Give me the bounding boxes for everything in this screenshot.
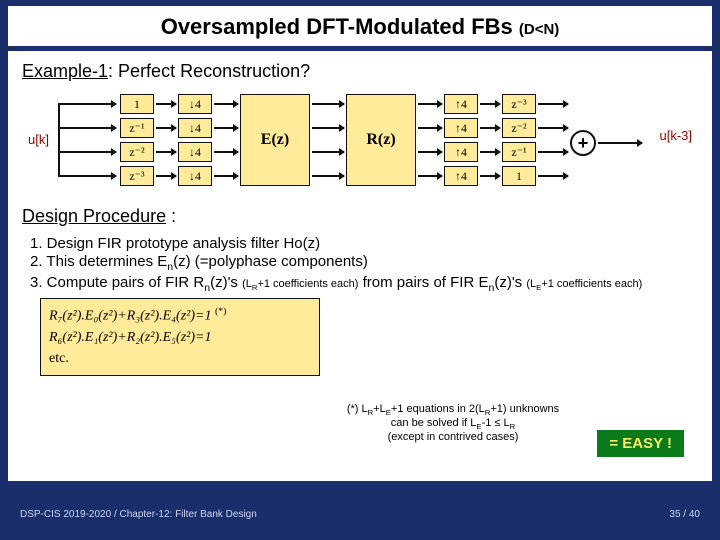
eq-line1: R₇(z²).E₀(z²)+R₃(z²).E₄(z²)=1 (*) [49, 305, 311, 327]
wire [598, 142, 642, 144]
down-block: ↓4 [178, 118, 212, 138]
down-block: ↓4 [178, 166, 212, 186]
wire [60, 127, 116, 129]
wire [312, 127, 344, 129]
example-prefix: Example-1 [22, 61, 108, 81]
design-heading: Design Procedure : [22, 206, 698, 227]
steps-list: 1. Design FIR prototype analysis filter … [30, 235, 698, 294]
wire [312, 175, 344, 177]
wire [418, 103, 442, 105]
page-number: 35 / 40 [669, 509, 700, 520]
E-block: E(z) [240, 94, 310, 186]
wire [312, 151, 344, 153]
wire [418, 127, 442, 129]
eq-line2: R₆(z²).E₁(z²)+R₂(z²).E₅(z²)=1 [49, 327, 311, 348]
title-main: Oversampled DFT-Modulated FBs [161, 14, 519, 39]
delay-block: z⁻¹ [120, 118, 154, 138]
wire [538, 175, 568, 177]
wire [214, 103, 238, 105]
note-line3: (except in contrived cases) [338, 431, 568, 443]
title-sub: (D<N) [519, 21, 559, 38]
note-line2: can be solved if LE-1 ≤ LR [338, 417, 568, 431]
input-split [58, 103, 60, 177]
equations-box: R₇(z²).E₀(z²)+R₃(z²).E₄(z²)=1 (*) R₆(z²)… [40, 298, 320, 376]
content-area: Example-1: Perfect Reconstruction? u[k] … [8, 51, 712, 481]
delay-block: z⁻² [502, 118, 536, 138]
wire [538, 103, 568, 105]
up-block: ↑4 [444, 142, 478, 162]
wire [214, 127, 238, 129]
wire [60, 151, 116, 153]
delay-block: 1 [120, 94, 154, 114]
wire [214, 175, 238, 177]
fb-diagram: u[k] 1 z⁻¹ z⁻² z⁻³ ↓4 ↓4 ↓4 ↓4 E(z) R(z) [22, 90, 698, 200]
wire [156, 103, 176, 105]
R-label: R(z) [366, 131, 395, 149]
wire [418, 151, 442, 153]
delay-block: z⁻³ [502, 94, 536, 114]
output-label: u[k-3] [659, 128, 692, 143]
input-label: u[k] [28, 132, 49, 147]
up-block: ↑4 [444, 94, 478, 114]
wire [156, 175, 176, 177]
wire [156, 127, 176, 129]
wire [480, 103, 500, 105]
wire [538, 127, 568, 129]
E-label: E(z) [261, 131, 289, 149]
up-block: ↑4 [444, 118, 478, 138]
title-bar: Oversampled DFT-Modulated FBs (D<N) [8, 6, 712, 49]
side-note: (*) LR+LE+1 equations in 2(LR+1) unknown… [338, 403, 568, 443]
delay-block: z⁻² [120, 142, 154, 162]
down-block: ↓4 [178, 142, 212, 162]
easy-badge: = EASY ! [597, 430, 684, 457]
wire [418, 175, 442, 177]
wire [538, 151, 568, 153]
wire [480, 151, 500, 153]
slide-title: Oversampled DFT-Modulated FBs (D<N) [20, 14, 700, 40]
wire [480, 175, 500, 177]
step-3: 3. Compute pairs of FIR Rn(z)'s (LR+1 co… [30, 274, 698, 294]
delay-block: z⁻¹ [502, 142, 536, 162]
up-block: ↑4 [444, 166, 478, 186]
R-block: R(z) [346, 94, 416, 186]
down-block: ↓4 [178, 94, 212, 114]
adder: + [570, 130, 596, 156]
wire [60, 103, 116, 105]
delay-block: z⁻³ [120, 166, 154, 186]
note-line1: (*) LR+LE+1 equations in 2(LR+1) unknown… [338, 403, 568, 417]
delay-block: 1 [502, 166, 536, 186]
step-2: 2. This determines En(z) (=polyphase com… [30, 253, 698, 273]
design-heading-text: Design Procedure [22, 206, 166, 226]
example-heading: Example-1: Perfect Reconstruction? [22, 61, 698, 82]
footer-text: DSP-CIS 2019-2020 / Chapter-12: Filter B… [20, 509, 257, 520]
step-1: 1. Design FIR prototype analysis filter … [30, 235, 698, 252]
wire [214, 151, 238, 153]
example-rest: : Perfect Reconstruction? [108, 61, 310, 81]
slide: Oversampled DFT-Modulated FBs (D<N) Exam… [8, 6, 712, 524]
wire [60, 175, 116, 177]
design-heading-tail: : [166, 206, 176, 226]
wire [156, 151, 176, 153]
eq-line3: etc. [49, 348, 311, 369]
wire [312, 103, 344, 105]
wire [480, 127, 500, 129]
